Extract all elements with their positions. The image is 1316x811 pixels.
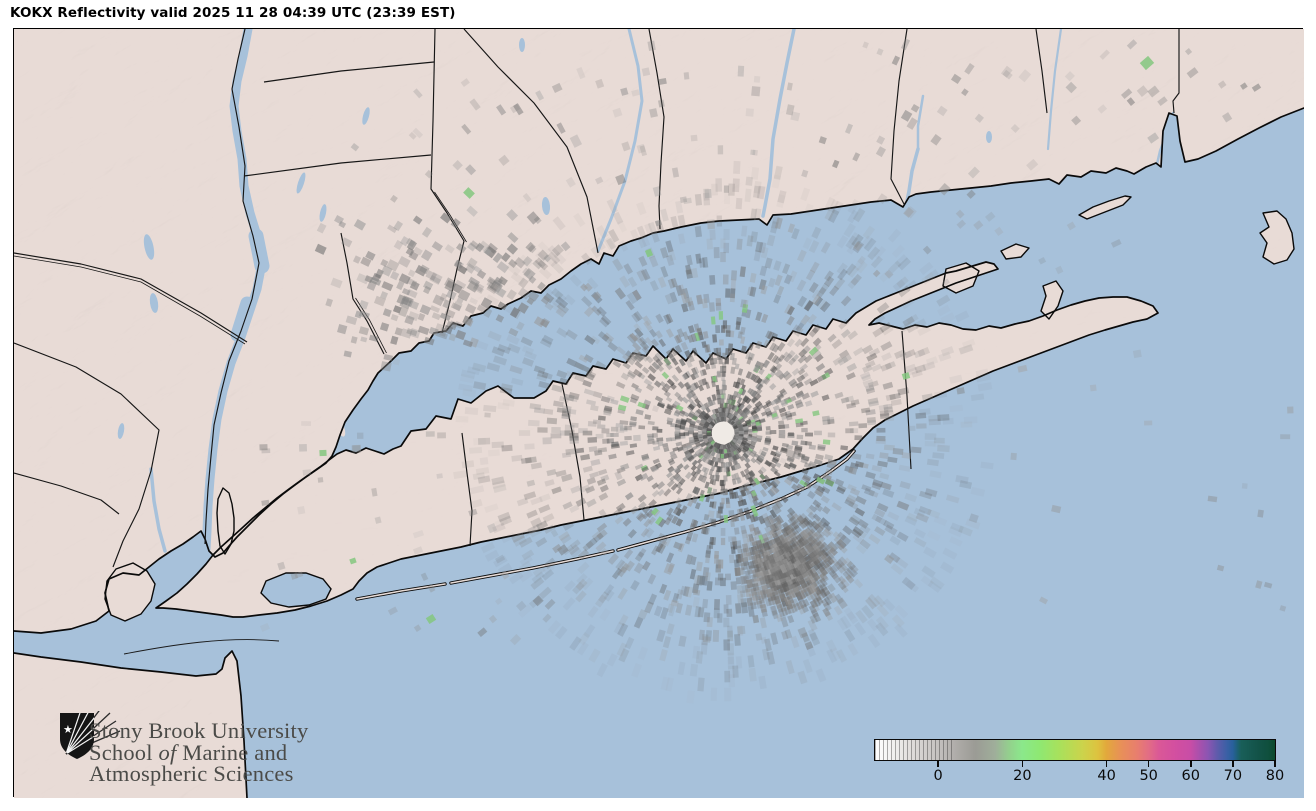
sbu-shield-icon: ★ [60, 711, 121, 759]
logo-line-1: Stony Brook University [89, 718, 309, 743]
colorbar-discrete-bins [875, 740, 955, 760]
colorbar-tick-label: 20 [1013, 768, 1032, 784]
colorbar-gradient [875, 740, 1275, 760]
colorbar-tick [1147, 761, 1150, 767]
colorbar-tick [1274, 761, 1276, 767]
coastline-layer [14, 107, 1304, 798]
radar-center-gap [711, 421, 735, 445]
colorbar-tick-label: 50 [1139, 768, 1158, 784]
star-icon: ★ [63, 723, 73, 736]
page-title: KOKX Reflectivity valid 2025 11 28 04:39… [10, 5, 456, 21]
sbu-logo: ★ Stony Brook University School of Marin… [44, 711, 374, 811]
colorbar-tick-label: 70 [1223, 768, 1243, 784]
colorbar-tick [1021, 761, 1024, 767]
radar-echo-speckles [259, 38, 1294, 704]
sbu-logo-text: Stony Brook University School of Marine … [89, 720, 308, 785]
colorbar-tick-label: 80 [1265, 768, 1285, 784]
map-canvas [14, 29, 1304, 798]
borders-layer [14, 29, 1180, 568]
reflectivity-colorbar: 0 20 40 50 60 70 80 [874, 739, 1284, 784]
colorbar-tick [1232, 761, 1234, 767]
colorbar-tick-label: 0 [933, 768, 943, 784]
radar-map: 0 20 40 50 60 70 80 ★ [13, 28, 1304, 798]
colorbar-tick-label: 40 [1097, 768, 1116, 784]
colorbar-tick [1190, 761, 1192, 767]
jamaica-bay [260, 572, 332, 608]
logo-line-3: Atmospheric Sciences [89, 761, 294, 786]
colorbar-tick [1105, 761, 1108, 767]
logo-line-2: School of Marine and [89, 739, 288, 765]
barrier-islands [355, 449, 856, 601]
rivers [117, 29, 1175, 554]
colorbar-tick-label: 60 [1181, 768, 1200, 784]
colorbar-tick [937, 761, 939, 767]
shipping-channel-line [123, 639, 280, 655]
